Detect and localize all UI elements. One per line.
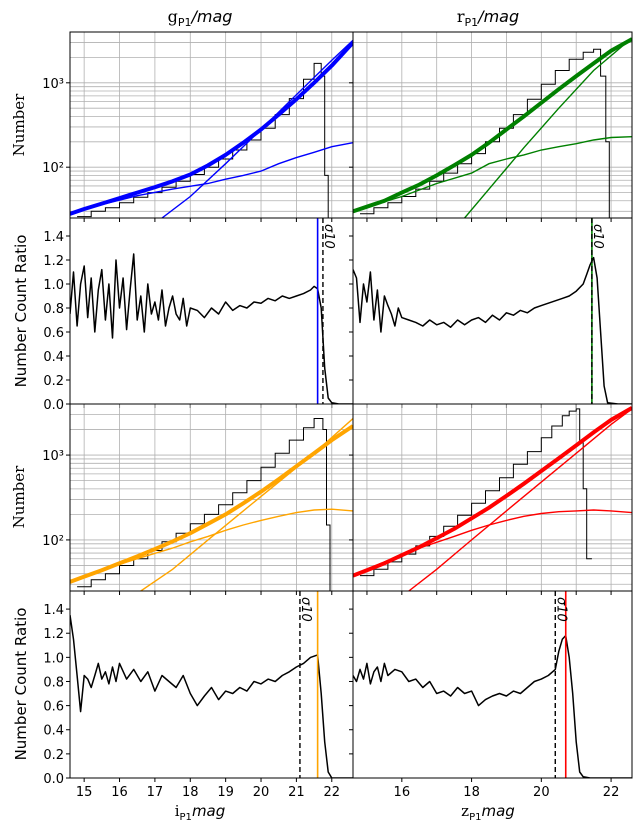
sigma10-label: σ10 bbox=[590, 224, 605, 249]
panel-z-ratio: σ10 16 18 20 22 bbox=[349, 591, 632, 800]
ytick-label: 0.8 bbox=[43, 675, 64, 690]
plot-area-z-counts bbox=[353, 404, 632, 599]
plot-area-r-counts bbox=[353, 32, 632, 226]
series-ratio bbox=[353, 258, 632, 404]
xtick-label: 22 bbox=[603, 785, 620, 800]
xtick-label: 15 bbox=[76, 785, 93, 800]
ylabel-number-2: Number bbox=[10, 465, 28, 528]
xtick-label: 16 bbox=[111, 785, 128, 800]
panel-frame bbox=[353, 32, 632, 218]
col-title-g: gP1/mag bbox=[168, 7, 233, 29]
ytick-label: 0.2 bbox=[43, 374, 64, 389]
ylabel-ratio-2: Number Count Ratio bbox=[12, 608, 30, 761]
ytick-label: 10² bbox=[42, 534, 64, 549]
xtick-label: 17 bbox=[147, 785, 164, 800]
sigma10-label: σ10 bbox=[298, 597, 313, 622]
xtick-label: 20 bbox=[533, 785, 550, 800]
plot-area-i-counts bbox=[70, 404, 353, 599]
ytick-label: 10³ bbox=[42, 77, 64, 92]
series-bright bbox=[409, 409, 632, 591]
ytick-label: 1.2 bbox=[43, 627, 64, 642]
panel-frame bbox=[70, 32, 353, 218]
xlabel-z: zP1mag bbox=[461, 802, 515, 822]
plot-area-g-ratio bbox=[70, 218, 353, 404]
ylabel-ratio-1: Number Count Ratio bbox=[12, 235, 30, 388]
sigma10-label: σ10 bbox=[553, 597, 568, 622]
panel-frame bbox=[353, 404, 632, 591]
ytick-label: 1.0 bbox=[43, 278, 64, 293]
xtick-label: 16 bbox=[394, 785, 411, 800]
series-steps bbox=[360, 409, 592, 576]
panel-i-counts: 10² 10³ bbox=[42, 404, 353, 599]
xtick-label: 18 bbox=[182, 785, 199, 800]
ytick-label: 0.6 bbox=[43, 700, 64, 715]
ytick-label: 0.4 bbox=[43, 350, 64, 365]
ytick-label: 0.4 bbox=[43, 724, 64, 739]
panel-frame bbox=[70, 404, 353, 591]
ytick-label: 10² bbox=[42, 161, 64, 176]
panel-r-counts bbox=[349, 32, 632, 226]
series-ratio bbox=[70, 615, 353, 778]
ytick-label: 0.0 bbox=[43, 398, 64, 413]
panel-i-ratio: σ10 0.0 0.2 0.4 0.6 0.8 1.0 1.2 1.4 15 16 17 18 19 20 2… bbox=[43, 591, 353, 800]
xtick-label: 19 bbox=[217, 785, 234, 800]
xtick-label: 18 bbox=[463, 785, 480, 800]
ytick-label: 10³ bbox=[42, 449, 64, 464]
panel-g-ratio: σ10 0.0 0.2 0.4 0.6 0.8 1.0 1.2 1.4 bbox=[43, 218, 353, 413]
ytick-label: 0.8 bbox=[43, 302, 64, 317]
xlabel-i: iP1mag bbox=[175, 802, 226, 822]
panel-frame bbox=[353, 591, 632, 778]
xtick-label: 22 bbox=[324, 785, 341, 800]
panel-frame bbox=[70, 218, 353, 404]
sigma10-label: σ10 bbox=[321, 224, 336, 249]
ytick-label: 0.0 bbox=[43, 772, 64, 787]
series-model bbox=[353, 408, 632, 576]
series-ratio bbox=[353, 636, 632, 778]
xtick-label: 20 bbox=[253, 785, 270, 800]
ytick-label: 1.2 bbox=[43, 254, 64, 269]
ytick-label: 0.6 bbox=[43, 326, 64, 341]
col-title-r: rP1/mag bbox=[457, 7, 519, 29]
series-flat bbox=[70, 143, 353, 214]
panel-g-counts: 10² 10³ bbox=[42, 32, 353, 226]
ytick-label: 1.4 bbox=[43, 230, 64, 245]
plot-area-z-ratio bbox=[353, 591, 632, 778]
series-bright bbox=[465, 38, 632, 218]
series-ratio bbox=[70, 254, 353, 404]
panel-z-counts bbox=[349, 404, 632, 599]
xtick-label: 21 bbox=[288, 785, 305, 800]
plot-area-g-counts bbox=[70, 32, 353, 226]
ytick-label: 0.2 bbox=[43, 748, 64, 763]
series-model bbox=[70, 43, 353, 214]
series-flat bbox=[353, 137, 632, 212]
ytick-label: 1.4 bbox=[43, 603, 64, 618]
panel-r-ratio: σ10 bbox=[349, 218, 632, 408]
ylabel-number-1: Number bbox=[10, 93, 28, 156]
ytick-label: 1.0 bbox=[43, 651, 64, 666]
